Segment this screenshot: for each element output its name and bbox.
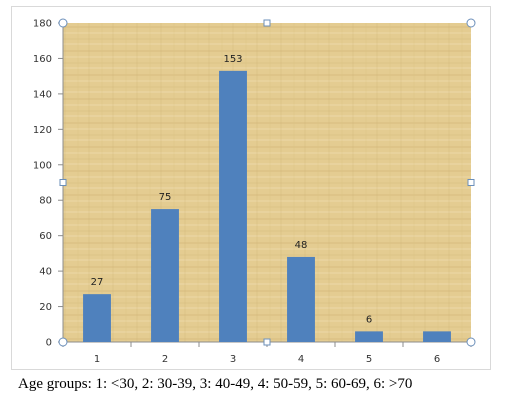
- data-labels: 27 75 153 48 6: [91, 54, 373, 326]
- y-tick-label: 80: [39, 196, 52, 207]
- side-resize-handle[interactable]: [263, 338, 271, 346]
- x-tick-label: 6: [434, 354, 440, 365]
- x-tick-label: 2: [162, 354, 168, 365]
- y-axis: 0 20 40 60 80 100 120 140 160 180: [33, 19, 64, 349]
- bar: [151, 209, 179, 342]
- plot-area: [63, 23, 471, 342]
- y-tick-label: 0: [46, 338, 52, 349]
- data-label: 153: [223, 54, 242, 65]
- y-tick-label: 60: [39, 231, 52, 242]
- y-tick-label: 160: [33, 54, 52, 65]
- bar: [219, 70, 247, 342]
- bar-series: [83, 70, 451, 342]
- y-tick-label: 140: [33, 89, 52, 100]
- corner-resize-handle[interactable]: [466, 18, 476, 28]
- x-tick-label: 4: [298, 354, 304, 365]
- data-label: 6: [366, 314, 372, 325]
- data-label: 48: [295, 240, 308, 251]
- x-tick-label: 3: [230, 354, 236, 365]
- x-tick-label: 5: [366, 354, 372, 365]
- bar: [83, 294, 111, 342]
- bar: [287, 256, 315, 342]
- selection-handles: [58, 18, 476, 347]
- y-tick-label: 180: [33, 19, 52, 30]
- corner-resize-handle[interactable]: [58, 337, 68, 347]
- bar: [355, 331, 383, 342]
- chart-caption: Age groups: 1: <30, 2: 30-39, 3: 40-49, …: [18, 376, 413, 392]
- bar-chart: 0 20 40 60 80 100 120 140 160 180 1 2 3 4 5 6 27 75 153 4…: [33, 18, 476, 365]
- y-tick-label: 20: [39, 302, 52, 313]
- side-resize-handle[interactable]: [467, 179, 475, 186]
- x-tick-label: 1: [94, 354, 100, 365]
- corner-resize-handle[interactable]: [58, 18, 68, 28]
- y-tick-label: 100: [33, 160, 52, 171]
- bar: [423, 331, 451, 342]
- corner-resize-handle[interactable]: [466, 337, 476, 347]
- y-tick-label: 40: [39, 267, 52, 278]
- side-resize-handle[interactable]: [263, 19, 271, 27]
- data-label: 75: [159, 192, 172, 203]
- y-tick-label: 120: [33, 125, 52, 136]
- side-resize-handle[interactable]: [59, 179, 67, 186]
- data-label: 27: [91, 277, 104, 288]
